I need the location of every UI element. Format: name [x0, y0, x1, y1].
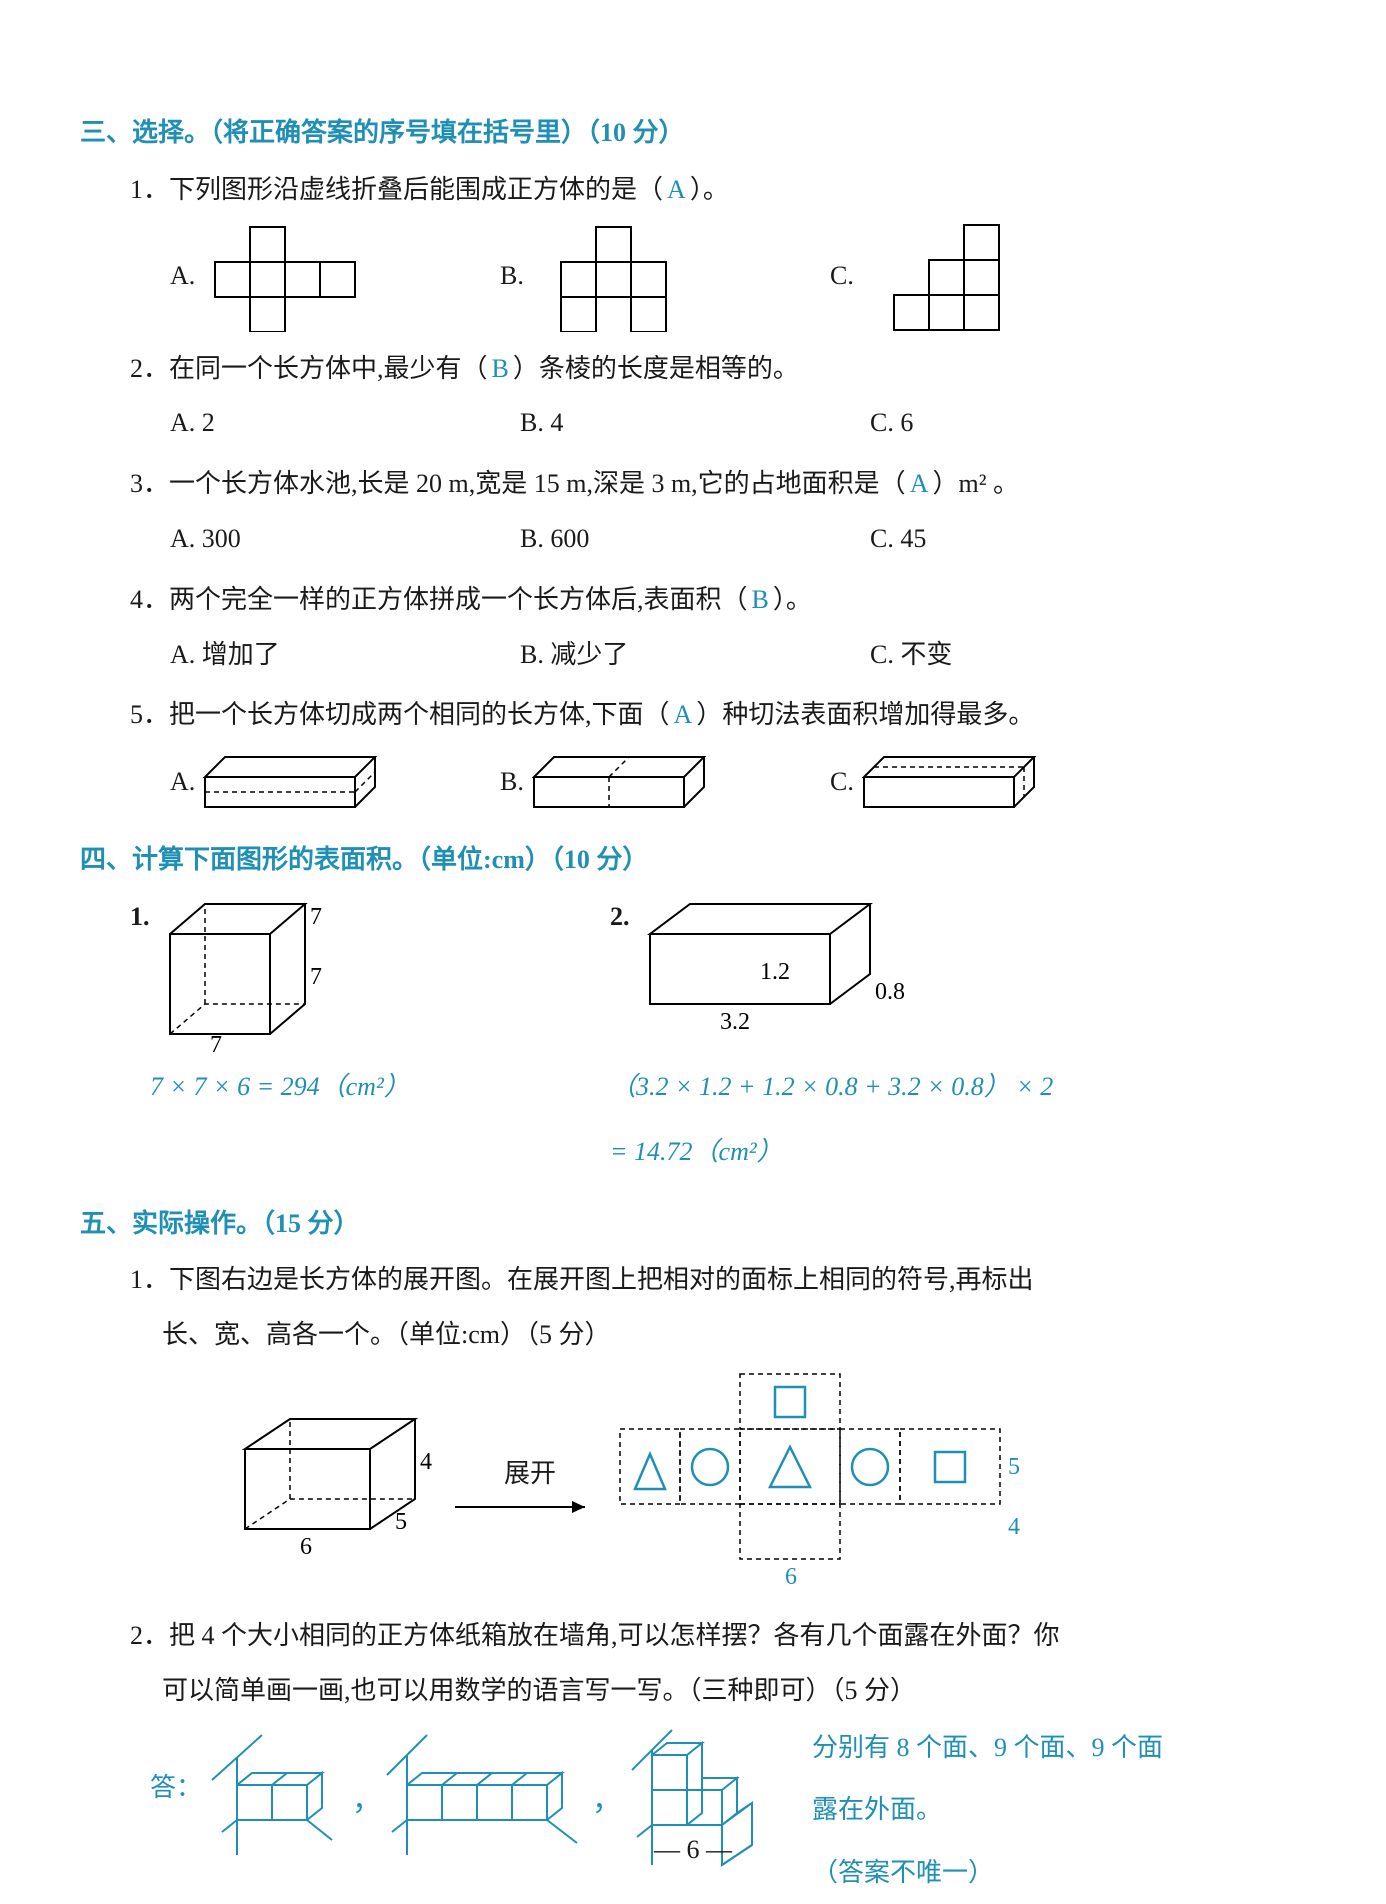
q-body: 下列图形沿虚线折叠后能围成正方体的是（ — [169, 175, 663, 204]
q-body: 两个完全一样的正方体拼成一个长方体后,表面积（ — [169, 585, 748, 614]
net-diagram-B — [524, 222, 694, 332]
q-num: 3． — [130, 469, 169, 498]
q-answer: A — [663, 175, 690, 204]
svg-text:4: 4 — [420, 1449, 432, 1475]
s4q1-num: 1. — [130, 894, 150, 941]
q-body2: ）条棱的长度是相等的。 — [513, 354, 799, 383]
s4q2-num: 2. — [610, 894, 630, 941]
q3-options: A. 300 B. 600 C. 45 — [170, 516, 1306, 563]
net-diagram: 5 4 6 — [610, 1369, 1070, 1599]
page-number: — 6 — — [0, 1827, 1386, 1874]
svg-text:，: ， — [352, 1784, 382, 1817]
opt-C-label: C. — [830, 253, 854, 300]
opt-C: C. 45 — [870, 516, 926, 563]
q-l1: 把 4 个大小相同的正方体纸箱放在墙角,可以怎样摆？各有几个面露在外面？你 — [169, 1621, 1060, 1650]
svg-text:4: 4 — [1008, 1514, 1020, 1540]
cuboid-3d: 4 5 6 — [230, 1409, 450, 1559]
s4q2-calc2: = 14.72（cm²） — [610, 1129, 1306, 1176]
s5-q1: 1．下图右边是长方体的展开图。在展开图上把相对的面标上相同的符号,再标出 长、宽… — [130, 1257, 1306, 1599]
svg-text:，: ， — [592, 1784, 622, 1817]
svg-text:7: 7 — [210, 1032, 222, 1054]
opt-B: B. 4 — [520, 400, 870, 447]
section3-title: 三、选择。（将正确答案的序号填在括号里）（10 分） — [80, 110, 1306, 157]
cut-diagram-C — [854, 747, 1044, 817]
opt-A: A. 2 — [170, 400, 520, 447]
svg-text:0.8: 0.8 — [875, 979, 905, 1005]
cuboid-diagram: 1.2 0.8 3.2 — [630, 894, 920, 1054]
net-diagram-C — [854, 222, 1024, 332]
q1-options: A. B. — [170, 222, 1306, 332]
ans-l1: 分别有 8 个面、9 个面、9 个面 — [812, 1725, 1163, 1772]
opt-A-label: A. — [170, 759, 195, 806]
opt-A-label: A. — [170, 253, 195, 300]
s3-q3: 3．一个长方体水池,长是 20 m,宽是 15 m,深是 3 m,它的占地面积是… — [130, 461, 1306, 563]
svg-text:3.2: 3.2 — [720, 1009, 750, 1035]
q-answer: A — [906, 469, 933, 498]
q-text: 1．下列图形沿虚线折叠后能围成正方体的是（A）。 — [130, 167, 1306, 214]
q-num: 1． — [130, 175, 169, 204]
opt-A: A. 300 — [170, 516, 520, 563]
svg-text:7: 7 — [310, 904, 322, 930]
arrow-label: 展开 — [450, 1451, 610, 1498]
svg-text:5: 5 — [395, 1509, 407, 1535]
svg-text:1.2: 1.2 — [760, 959, 790, 985]
svg-text:7: 7 — [310, 964, 322, 990]
cube-diagram: 7 7 7 — [150, 894, 340, 1054]
q-answer: A — [670, 700, 697, 729]
s3-q2: 2．在同一个长方体中,最少有（B）条棱的长度是相等的。 A. 2 B. 4 C.… — [130, 346, 1306, 448]
cut-diagram-A — [195, 747, 385, 817]
section4-title: 四、计算下面图形的表面积。（单位:cm）（10 分） — [80, 837, 1306, 884]
opt-B-label: B. — [500, 759, 524, 806]
q-l1: 下图右边是长方体的展开图。在展开图上把相对的面标上相同的符号,再标出 — [169, 1265, 1034, 1294]
q-body2: ）种切法表面积增加得最多。 — [696, 700, 1034, 729]
section5-title: 五、实际操作。（15 分） — [80, 1201, 1306, 1248]
q-l2: 可以简单画一画,也可以用数学的语言写一写。（三种即可）（5 分） — [162, 1668, 1306, 1715]
q-num: 2． — [130, 1621, 169, 1650]
q-answer: B — [488, 354, 513, 383]
q-l2: 长、宽、高各一个。（单位:cm）（5 分） — [162, 1312, 1306, 1359]
svg-text:6: 6 — [300, 1534, 312, 1559]
s4q1-calc: 7 × 7 × 6 = 294（cm²） — [150, 1064, 610, 1111]
s4-row: 1. 7 7 7 7 × 7 × 6 = 294（cm²） 2. — [130, 894, 1306, 1176]
q-body2: ）m² 。 — [932, 469, 1019, 498]
arrow-icon — [450, 1497, 600, 1517]
q-num: 1． — [130, 1265, 169, 1294]
opt-C: C. 6 — [870, 400, 913, 447]
q4-options: A. 增加了 B. 减少了 C. 不变 — [170, 632, 1306, 679]
q-answer: B — [748, 585, 773, 614]
q-body2: ）。 — [773, 585, 812, 614]
q-body: 把一个长方体切成两个相同的长方体,下面（ — [169, 700, 670, 729]
opt-B: B. 减少了 — [520, 632, 870, 679]
opt-B: B. 600 — [520, 516, 870, 563]
q-num: 4． — [130, 585, 169, 614]
opt-C: C. 不变 — [870, 632, 952, 679]
q-num: 5． — [130, 700, 169, 729]
opt-C-label: C. — [830, 759, 854, 806]
s3-q4: 4．两个完全一样的正方体拼成一个长方体后,表面积（B）。 A. 增加了 B. 减… — [130, 577, 1306, 679]
s4q2-calc1: （3.2 × 1.2 + 1.2 × 0.8 + 3.2 × 0.8） × 2 — [610, 1064, 1306, 1111]
s3-q5: 5．把一个长方体切成两个相同的长方体,下面（A）种切法表面积增加得最多。 A. … — [130, 692, 1306, 817]
q-num: 2． — [130, 354, 169, 383]
opt-A: A. 增加了 — [170, 632, 520, 679]
svg-text:6: 6 — [785, 1564, 797, 1590]
q-body2: ）。 — [690, 175, 729, 204]
net-diagram-A — [195, 222, 365, 332]
cut-diagram-B — [524, 747, 714, 817]
opt-B-label: B. — [500, 253, 524, 300]
q5-options: A. B. — [170, 747, 1306, 817]
s3-q1: 1．下列图形沿虚线折叠后能围成正方体的是（A）。 A. — [130, 167, 1306, 332]
q-body: 在同一个长方体中,最少有（ — [169, 354, 488, 383]
svg-text:5: 5 — [1008, 1454, 1020, 1480]
q2-options: A. 2 B. 4 C. 6 — [170, 400, 1306, 447]
q-body: 一个长方体水池,长是 20 m,宽是 15 m,深是 3 m,它的占地面积是（ — [169, 469, 906, 498]
